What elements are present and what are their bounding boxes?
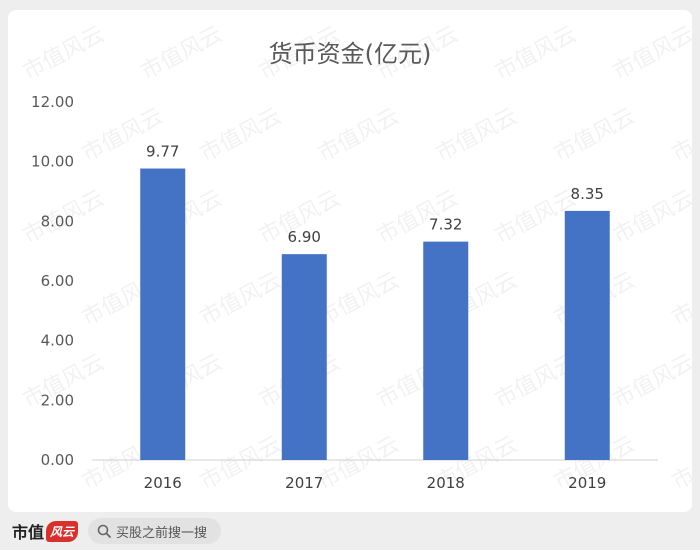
y-tick-label: 12.00	[31, 93, 74, 111]
watermark-text: 市值风云	[196, 432, 285, 495]
watermark-text: 市值风云	[609, 22, 692, 85]
watermark-text: 市值风云	[432, 104, 521, 167]
watermark-text: 市值风云	[668, 432, 692, 495]
watermark-text: 市值风云	[314, 268, 403, 331]
y-tick-label: 10.00	[31, 153, 74, 171]
brand-mark: 风云	[46, 520, 79, 542]
watermark-text: 市值风云	[314, 432, 403, 495]
bar	[423, 241, 469, 460]
x-tick-label: 2019	[568, 474, 606, 492]
search-icon	[97, 524, 111, 538]
watermark-text: 市值风云	[196, 104, 285, 167]
data-label: 9.77	[146, 143, 179, 161]
x-axis-ticks: 2016 2017 2018 2019	[144, 474, 607, 492]
footer-bar: 市值 风云 买股之前搜一搜	[0, 512, 700, 550]
chart-card: 市值风云 市值风云 市值风云 市值风云 市值风云 市值风云 市值风云 市值风云 市值风云 市值风云…	[8, 10, 692, 512]
watermark-text: 市值风云	[491, 22, 580, 85]
watermark-text: 市值风云	[196, 268, 285, 331]
watermark-text: 市值风云	[609, 350, 692, 413]
bar	[564, 210, 610, 460]
x-tick-label: 2017	[285, 474, 323, 492]
y-tick-label: 2.00	[41, 391, 74, 409]
watermark-text: 市值风云	[609, 186, 692, 249]
data-label: 6.90	[288, 228, 321, 246]
y-tick-label: 6.00	[41, 272, 74, 290]
watermark-text: 市值风云	[550, 104, 639, 167]
watermark-text: 市值风云	[314, 104, 403, 167]
bar	[140, 168, 186, 461]
bars: 9.77 6.90 7.32 8.35	[140, 143, 610, 461]
y-tick-label: 0.00	[41, 451, 74, 469]
x-tick-label: 2016	[144, 474, 182, 492]
chart-title: 货币资金(亿元)	[269, 40, 432, 68]
bar	[281, 254, 327, 460]
watermark-text: 市值风云	[668, 268, 692, 331]
brand-text: 市值	[12, 523, 45, 542]
watermark-text: 市值风云	[668, 104, 692, 167]
data-label: 8.35	[571, 185, 604, 203]
x-tick-label: 2018	[427, 474, 465, 492]
brand-logo: 市值 风云	[12, 519, 79, 543]
y-tick-label: 4.00	[41, 332, 74, 350]
watermark-text: 市值风云	[19, 22, 108, 85]
y-tick-label: 8.00	[41, 212, 74, 230]
search-text: 买股之前搜一搜	[116, 525, 208, 541]
search-box[interactable]: 买股之前搜一搜	[88, 518, 222, 544]
y-axis-ticks: 0.00 2.00 4.00 6.00 8.00 10.00 12.00	[31, 93, 74, 469]
watermark-text: 市值风云	[137, 22, 226, 85]
data-label: 7.32	[429, 216, 462, 234]
